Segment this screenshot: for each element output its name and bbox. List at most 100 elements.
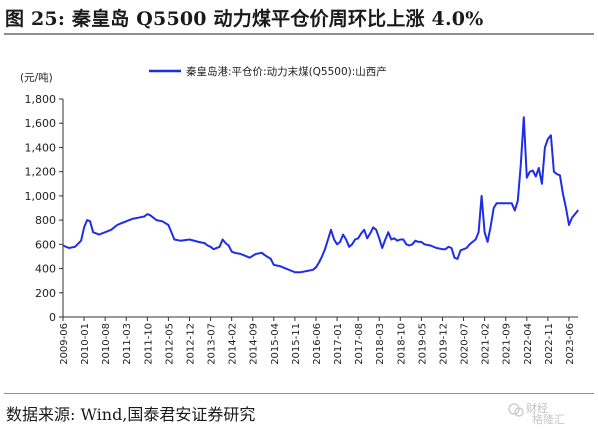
legend-label: 秦皇岛港:平仓价:动力末煤(Q5500):山西产 [186,65,387,78]
data-point [472,241,474,243]
data-point [396,240,398,242]
y-tick-label: 1,000 [25,190,57,203]
data-point [381,247,383,249]
x-tick-label: 2017-01 [333,323,344,365]
data-point [405,243,407,245]
x-tick-label: 2011-10 [143,323,154,365]
y-tick-label: 600 [35,238,56,251]
data-point [372,226,374,228]
data-point [574,213,576,215]
data-point [219,246,221,248]
data-point [143,215,145,218]
data-point [234,252,236,254]
y-tick-label: 200 [35,287,56,300]
data-point [222,238,224,241]
data-point [188,238,191,241]
data-point [363,229,365,231]
data-point [441,248,444,250]
data-point [511,202,513,204]
data-point [261,252,263,254]
y-tick-label: 1,800 [25,93,57,106]
y-tick-label: 1,400 [25,141,57,154]
figure-title: 图 25: 秦皇岛 Q5500 动力煤平仓价周环比上涨 4.0% [5,8,484,30]
data-point [306,270,308,272]
data-point [520,163,522,165]
data-point [357,237,359,239]
data-point [423,243,425,245]
watermark: 财经 格隆汇 [506,397,594,426]
x-tick-label: 2018-10 [396,323,407,365]
data-point [565,207,567,209]
data-point [231,251,233,253]
data-point [393,237,395,239]
x-tick-label: 2019-12 [438,323,449,365]
data-point [98,234,100,236]
data-point [481,195,483,197]
data-point [556,173,558,175]
source-divider [4,393,594,394]
x-tick-label: 2015-04 [270,323,281,365]
series-layer [62,116,579,274]
watermark-text: 财经 [526,402,548,415]
x-tick-label: 2021-02 [481,323,492,365]
data-point [83,226,85,228]
data-point [336,243,338,245]
data-point [167,224,169,226]
data-point [496,202,498,204]
data-point [366,237,368,239]
x-tick-label: 2009-06 [59,323,70,365]
x-tick-label: 2015-11 [291,323,302,365]
data-point [152,217,154,219]
data-point [315,266,317,268]
data-point [502,202,504,204]
data-point [399,238,401,241]
wechat-icon [508,403,524,417]
x-tick-label: 2014-02 [228,323,239,365]
data-point [493,207,495,209]
source-note: 数据来源: Wind,国泰君安证券研究 [6,405,256,424]
data-point [456,258,459,260]
data-point [312,269,314,271]
data-point [74,246,76,248]
data-point [517,200,519,202]
data-point [532,169,534,172]
data-point [535,175,537,178]
data-point [173,238,175,241]
x-tick-label: 2021-09 [502,323,513,365]
x-tick-label: 2017-08 [354,323,365,365]
data-point [478,231,480,233]
data-point [137,217,139,219]
data-point [487,241,489,243]
data-point [378,237,380,239]
data-point [348,246,350,248]
data-point [577,209,579,211]
data-point [197,241,200,243]
y-axis-unit-label: (元/吨) [20,71,53,84]
x-tick-label: 2013-07 [207,323,218,365]
data-point [469,243,471,245]
data-point [321,255,323,257]
data-point [384,238,386,241]
data-point [270,258,272,260]
data-point [119,223,121,225]
data-point [104,231,106,233]
data-point [228,244,230,247]
y-tick-label: 1,600 [25,117,57,130]
data-point [89,220,91,222]
data-point [571,217,573,219]
data-point [273,264,275,266]
x-tick-label: 2010-01 [80,323,91,365]
data-point [210,246,212,248]
data-point [387,231,389,233]
data-point [342,234,344,236]
data-point [125,220,127,222]
x-tick-label: 2011-03 [122,323,133,365]
data-point [80,240,82,242]
data-point [559,174,561,176]
title-divider [4,33,594,35]
x-tick-label: 2012-05 [164,323,175,365]
x-tick-label: 2023-06 [565,323,576,365]
data-point [294,271,296,273]
data-point [249,257,251,259]
